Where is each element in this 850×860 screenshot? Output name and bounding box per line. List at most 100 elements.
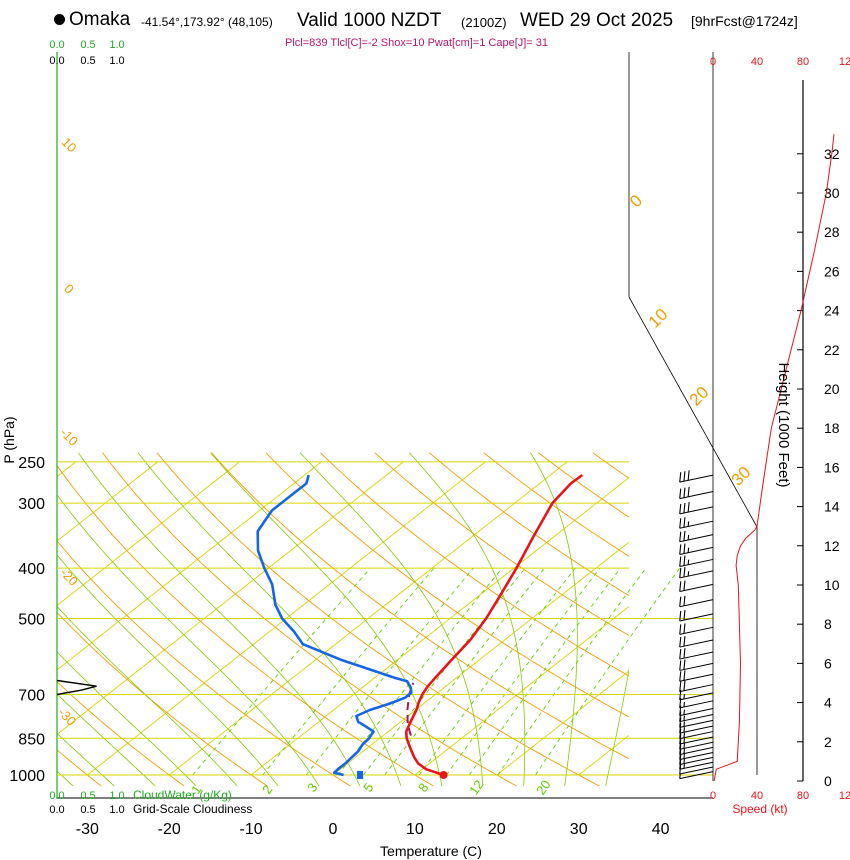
barb-flag-full xyxy=(679,689,682,700)
mixing-ratio-label: 3 xyxy=(304,780,320,795)
isotherm-line xyxy=(578,734,629,776)
x-axis-title: Temperature (C) xyxy=(380,843,482,859)
barb-staff xyxy=(679,714,714,723)
barb-flag-half xyxy=(683,715,685,721)
barb-flag-full xyxy=(679,723,682,734)
moist-adiabat-line xyxy=(299,452,484,787)
barb-staff xyxy=(679,534,714,543)
wind-barb xyxy=(679,566,714,579)
speed-tick-top: 80 xyxy=(797,56,809,68)
wind-barb xyxy=(679,697,714,709)
wind-barb xyxy=(679,711,714,723)
mixing-ratio-line xyxy=(497,567,647,776)
barb-flag-half xyxy=(683,709,685,715)
barb-flag-half xyxy=(683,732,685,738)
height-tick-label: 20 xyxy=(824,381,840,397)
barb-staff xyxy=(679,766,714,775)
cloudiness-profile xyxy=(56,679,97,696)
moist-adiabat-line xyxy=(137,452,402,787)
wind-speed-profile xyxy=(713,134,835,782)
barb-flag-half xyxy=(687,571,690,577)
dry-adiabat-line xyxy=(265,452,629,718)
dry-adiabat-line xyxy=(374,452,629,637)
isotherm-line xyxy=(87,461,486,776)
wind-barb xyxy=(679,705,714,717)
barb-flag-full xyxy=(679,681,682,692)
mixing-ratio-label: 20 xyxy=(533,777,554,797)
barb-flag-half xyxy=(683,701,685,708)
height-tick-label: 0 xyxy=(824,773,832,789)
speed-tick-bottom: 12 xyxy=(839,790,850,802)
barb-staff xyxy=(679,756,714,765)
moist-adiabat-line xyxy=(57,693,156,787)
speed-tick-bottom: 0 xyxy=(710,790,716,802)
barb-staff xyxy=(679,692,714,701)
barb-flag-full xyxy=(679,624,682,635)
dry-adiabat-line xyxy=(57,749,102,787)
mixing-ratio-label: 2 xyxy=(259,782,275,797)
barb-staff xyxy=(679,662,714,671)
barb-staff xyxy=(679,506,714,515)
speed-tick-bottom: 40 xyxy=(751,790,763,802)
mixing-ratio-line xyxy=(305,567,474,776)
dry-adiabat-line xyxy=(156,452,600,787)
cloudwater-tick-bottom: 1.0 xyxy=(109,790,124,802)
height-tick-label: 26 xyxy=(824,263,840,279)
pressure-tick-label: 250 xyxy=(18,455,45,472)
barb-flag-full xyxy=(679,711,682,722)
barb-staff xyxy=(679,741,714,750)
sounding-params: Plcl=839 Tlcl[C]=-2 Shox=10 Pwat[cm]=1 C… xyxy=(285,37,549,49)
wind-barb xyxy=(679,470,714,483)
moist-adiabat-line xyxy=(210,452,443,787)
barb-flag-full xyxy=(679,567,682,579)
wind-barb xyxy=(679,580,714,592)
barb-staff xyxy=(679,583,714,592)
plot-diagonal-edge xyxy=(628,296,758,528)
moist-adiabat-line xyxy=(77,452,361,787)
wind-barb xyxy=(679,689,714,701)
temperature-tick-label: -30 xyxy=(76,821,99,838)
barb-flag-full xyxy=(683,517,686,528)
dry-adiabat-line xyxy=(429,452,629,597)
barb-flag-half xyxy=(687,521,690,527)
valid-date: WED 29 Oct 2025 xyxy=(520,10,674,31)
barb-staff xyxy=(679,626,714,635)
speed-tick-bottom: 80 xyxy=(797,790,809,802)
dry-adiabat-line xyxy=(57,681,185,787)
barb-flag-full xyxy=(679,503,682,514)
wind-barb xyxy=(679,530,714,543)
cloudwater-tick-top: 0.5 xyxy=(80,39,95,51)
wind-barb xyxy=(679,502,714,515)
barb-staff xyxy=(679,599,714,608)
mixing-ratio-label: 8 xyxy=(415,780,431,795)
barb-flag-full xyxy=(679,610,682,622)
temperature-tick-label: 30 xyxy=(570,821,588,838)
height-tick-label: 30 xyxy=(824,185,840,201)
isotherm-line xyxy=(414,606,629,776)
barb-flag-full xyxy=(679,488,682,499)
barb-flag-full xyxy=(679,717,682,728)
barb-flag-full xyxy=(679,705,682,716)
barb-flag-full xyxy=(683,636,686,647)
temperature-profile xyxy=(404,474,584,777)
barb-staff xyxy=(679,520,714,529)
barb-flag-half xyxy=(687,547,690,553)
wind-barb xyxy=(679,595,714,608)
barb-staff xyxy=(679,751,714,761)
utc-time: (2100Z) xyxy=(461,15,507,30)
speed-tick-top: 12 xyxy=(839,56,850,68)
dry-adiabat-label: 0 xyxy=(61,281,77,297)
height-tick-label: 10 xyxy=(824,577,840,593)
dry-adiabat-line xyxy=(483,452,629,557)
pressure-tick-label: 700 xyxy=(18,687,45,704)
isotherm-line xyxy=(332,541,629,776)
barb-flag-full xyxy=(679,472,682,483)
dry-adiabat-label: -10 xyxy=(57,425,81,449)
barb-flag-full xyxy=(679,697,682,708)
dry-adiabat-label: 10 xyxy=(645,305,672,332)
barb-flag-full xyxy=(679,671,682,682)
wind-barb xyxy=(679,636,714,648)
location-coords: -41.54°,173.92° (48,105) xyxy=(141,15,273,29)
barb-flag-full xyxy=(679,763,682,775)
height-axis-title: Height (1000 Feet) xyxy=(775,362,792,487)
